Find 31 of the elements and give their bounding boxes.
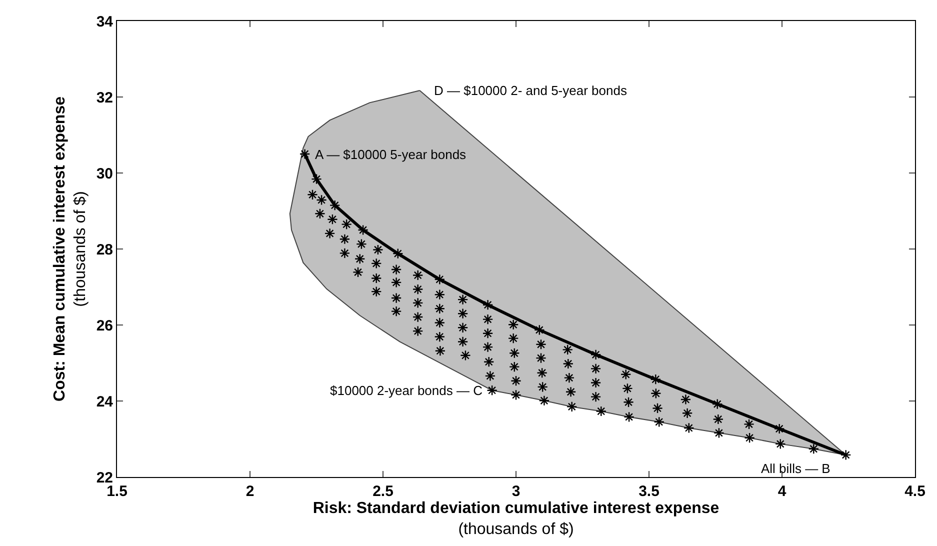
- y-tick-label: 30: [96, 165, 113, 182]
- point: [590, 349, 602, 360]
- x-tick-label: 4.5: [904, 483, 926, 500]
- point: [358, 224, 368, 236]
- y-tick-label: 24: [96, 393, 114, 410]
- x-tick-label: 4: [778, 483, 787, 500]
- annotation: A — $10000 5-year bonds: [315, 147, 467, 162]
- point: [482, 299, 494, 310]
- annotation: $10000 2-year bonds — C: [330, 383, 482, 398]
- point: [774, 423, 785, 434]
- y-tick-label: 34: [96, 13, 114, 30]
- y-tick-label: 26: [96, 317, 113, 334]
- x-tick-label: 3.5: [638, 483, 660, 500]
- annotation: All bills — B: [761, 461, 830, 476]
- point: [392, 248, 404, 259]
- point: [534, 324, 545, 336]
- point: [434, 274, 446, 285]
- x-tick-label: 2.5: [372, 483, 394, 500]
- point: [840, 450, 852, 460]
- point: [650, 374, 662, 385]
- point: [311, 174, 322, 184]
- x-tick-label: 2: [246, 483, 254, 500]
- point: [712, 398, 723, 410]
- annotation: D — $10000 2- and 5-year bonds: [434, 83, 628, 98]
- point: [329, 200, 340, 211]
- y-tick-label: 28: [96, 241, 113, 258]
- point: [299, 148, 310, 160]
- x-axis-title: Risk: Standard deviation cumulative interest expense (thousands of $): [312, 500, 720, 538]
- x-tick-label: 3: [512, 483, 520, 500]
- y-axis-title: Cost: Mean cumulative interest expense (thousands of $): [51, 96, 90, 402]
- y-tick-label: 32: [96, 89, 113, 106]
